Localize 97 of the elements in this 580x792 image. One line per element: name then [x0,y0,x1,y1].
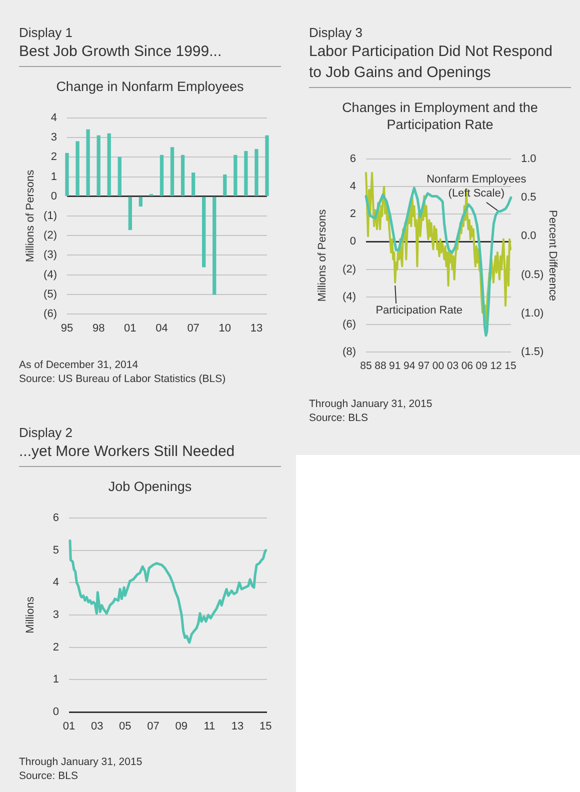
y-axis-title: Millions of Persons [24,169,37,262]
bar [118,156,122,196]
y-tick-label: 6 [350,153,356,166]
y-tick-label: (4) [44,268,57,281]
y-tick-label: 6 [52,512,59,524]
y-tick-label: (5) [44,288,57,300]
text: Display 1 [19,24,74,41]
x-tick-label: 98 [92,322,105,335]
x-tick-label: 01 [62,720,76,733]
x-tick-label: 06 [461,360,474,372]
bar [96,135,100,196]
bar [107,133,111,196]
y-axis-title: Millions of Persons [316,208,329,302]
bar [160,154,164,196]
y2-axis-title: Percent Difference [546,210,558,301]
x-tick-label: 85 [360,360,372,372]
text: Display 3 [309,24,364,41]
chart-title: Labor Participation Did Not Respond to Job Gains and Openings [309,42,554,83]
x-tick-label: 13 [231,720,244,733]
bar [180,154,185,196]
x-tick-label: 09 [476,360,488,372]
y-tick-label: (3) [44,249,57,262]
y2-tick-label: (1.5) [521,346,544,358]
x-tick-label: 01 [124,322,136,335]
chart-subtitle: Changes in Employment and the Participation Rate [341,99,539,133]
x-tick-label: 95 [60,322,74,335]
x-tick-label: 97 [418,360,430,372]
y-tick-label: (8) [342,346,356,358]
series-label: Participation Rate [376,304,463,317]
bar [212,196,216,295]
x-tick-label: 88 [374,360,386,372]
x-tick-label: 04 [156,322,168,335]
bar [65,152,69,196]
y2-tick-label: (0.5) [521,268,544,281]
y2-tick-label: (1.0) [521,307,544,320]
x-tick-label: 05 [119,720,132,733]
x-tick-label: 03 [90,720,104,733]
y-tick-label: 2 [50,151,57,164]
y-tick-label: (4) [342,290,356,303]
x-tick-label: 94 [404,360,416,372]
source-note: Source: BLS [19,769,79,783]
y-tick-label: 2 [350,208,356,220]
bar [76,141,80,196]
chart-subtitle: Job Openings [107,478,193,495]
x-tick-label: 13 [250,322,263,335]
x-tick-label: 15 [504,360,517,372]
text: As of December 31, 2014 [19,358,140,372]
bar [265,135,269,196]
x-tick-label: 10 [218,322,232,335]
bar [138,196,143,207]
source-note: Source: BLS [309,411,369,425]
y-axis-title: Millions [24,596,37,634]
y-tick-label: 5 [52,544,59,556]
y-tick-label: (6) [342,318,356,330]
y-tick-label: 0 [52,706,59,718]
x-tick-label: 12 [490,360,502,372]
y-tick-label: 0 [350,236,356,248]
y-tick-label: (6) [44,308,57,320]
y-tick-label: 3 [50,132,57,144]
bar [244,150,248,196]
source-note: Source: US Bureau of Labor Statistics (BLS) [19,372,226,386]
y-tick-label: 4 [52,576,59,589]
bar [223,174,227,196]
x-tick-label: 07 [147,720,160,733]
x-tick-label: 11 [204,720,216,733]
y-tick-label: 0 [50,190,57,202]
y-tick-label: 2 [52,641,59,654]
y-tick-label: 3 [52,609,59,622]
y-tick-label: (2) [44,230,57,242]
y-tick-label: 1 [50,170,57,183]
bar [170,147,174,196]
x-tick-label: 15 [259,720,272,733]
bar [234,154,238,196]
y2-tick-label: 0.5 [521,192,536,204]
bar [254,149,258,196]
y2-tick-label: 1.0 [521,153,536,166]
x-tick-label: 07 [187,322,200,335]
text: Display 2 [19,424,74,441]
x-tick-label: 91 [389,360,401,372]
bar [128,196,132,230]
y-tick-label: 1 [52,674,59,686]
text: Through January 31, 2015 [309,397,432,411]
y-tick-label: 4 [50,112,57,124]
text: Through January 31, 2015 [19,755,142,769]
x-tick-label: 09 [175,720,188,733]
bar [202,196,206,268]
chart-title: ...yet More Workers Still Needed [19,442,236,462]
y2-tick-label: 0.0 [521,230,536,242]
chart-subtitle: Change in Nonfarm Employees [55,78,245,95]
x-tick-label: 03 [446,360,459,372]
bar [86,129,90,196]
y-tick-label: (2) [342,263,356,276]
y-tick-label: 4 [350,180,356,193]
y-tick-label: (1) [44,210,57,222]
x-tick-label: 00 [432,360,444,372]
bar [191,172,196,196]
chart-title: Best Job Growth Since 1999... [19,42,223,62]
